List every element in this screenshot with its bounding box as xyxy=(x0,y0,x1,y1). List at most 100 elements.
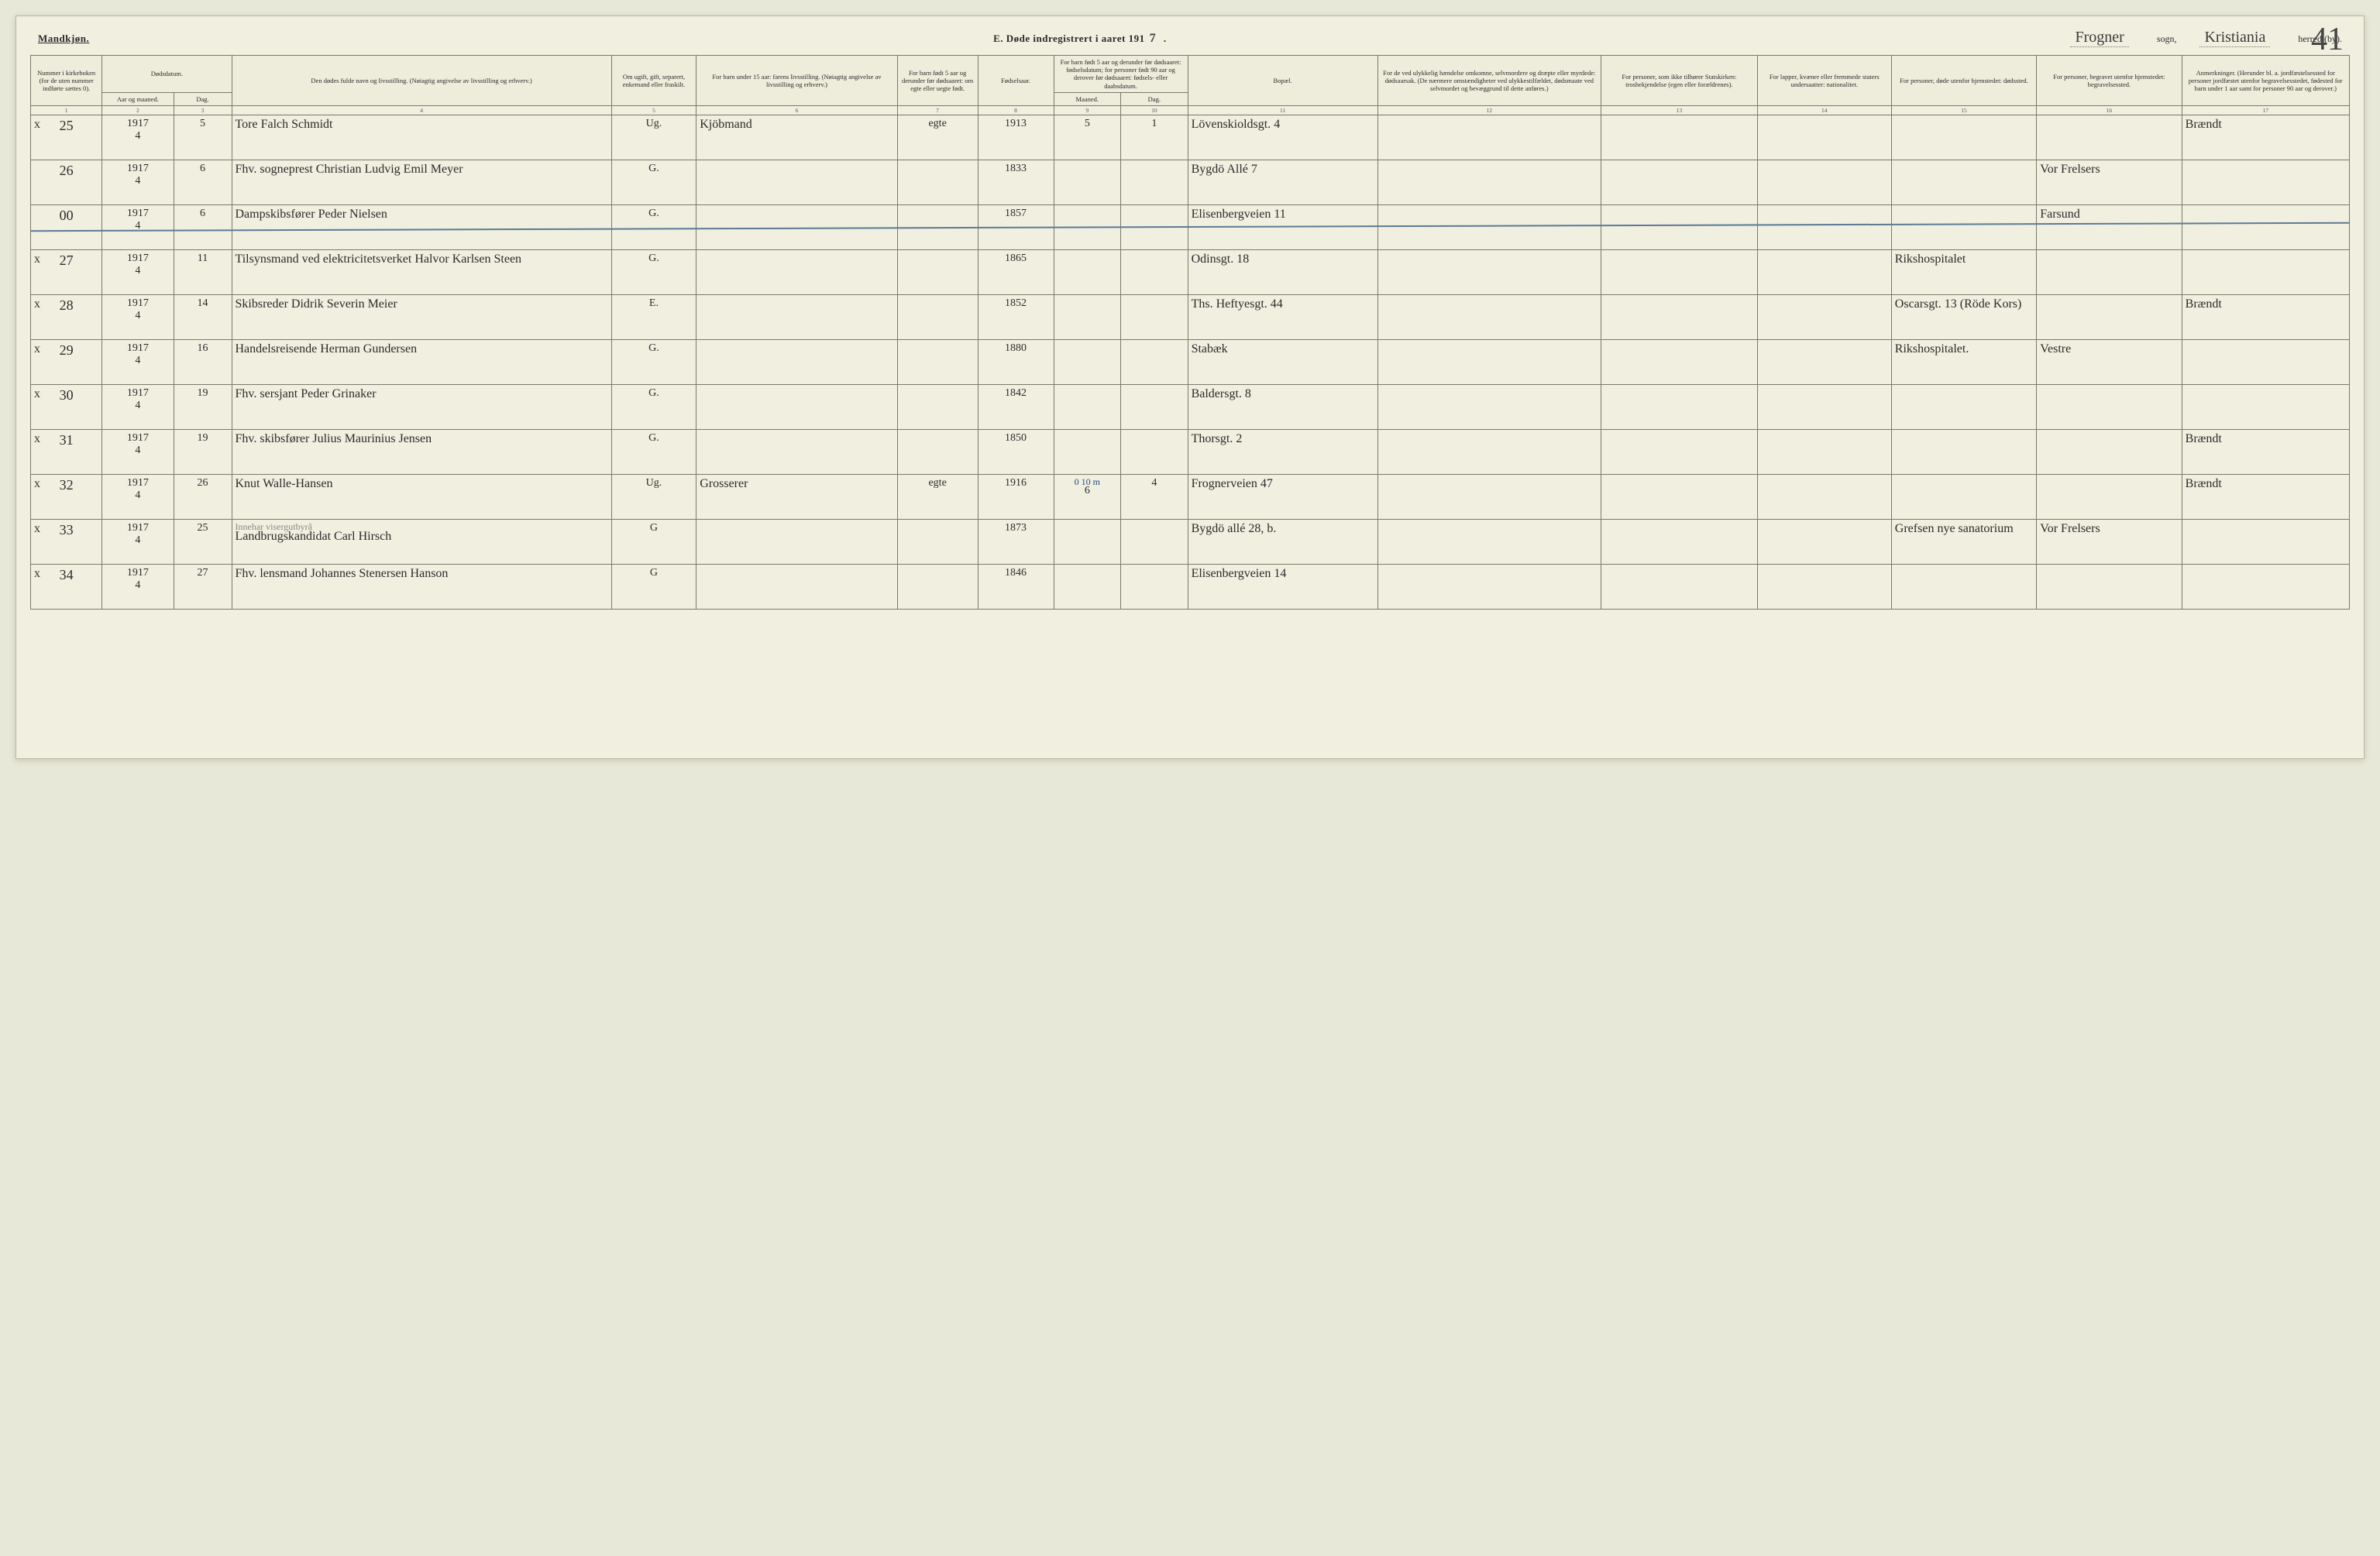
death-day: 27 xyxy=(174,564,232,609)
death-year-month: 1917 4 xyxy=(102,339,174,384)
birth-day: 1 xyxy=(1121,115,1188,160)
death-place xyxy=(1891,160,2036,204)
faith xyxy=(1601,160,1757,204)
col-7-header: For barn født 5 aar og derunder før døds… xyxy=(897,56,978,106)
colnum: 13 xyxy=(1601,105,1757,115)
faith xyxy=(1601,564,1757,609)
cause-of-death xyxy=(1377,384,1601,429)
burial-place xyxy=(2037,564,2182,609)
birth-year: 1833 xyxy=(978,160,1054,204)
death-place xyxy=(1891,204,2036,249)
colnum: 8 xyxy=(978,105,1054,115)
father-occupation xyxy=(696,384,898,429)
death-day: 6 xyxy=(174,204,232,249)
table-row: 31x1917 419Fhv. skibsfører Julius Maurin… xyxy=(31,429,2350,474)
birth-month xyxy=(1054,384,1121,429)
cause-of-death xyxy=(1377,474,1601,519)
birth-day xyxy=(1121,384,1188,429)
parish-label: sogn, xyxy=(2157,33,2177,45)
col-1-header: Nummer i kirke­boken (for de uten nummer… xyxy=(31,56,102,106)
father-occupation xyxy=(696,249,898,294)
faith xyxy=(1601,294,1757,339)
colnum: 15 xyxy=(1891,105,2036,115)
legitimacy xyxy=(897,519,978,564)
birth-day xyxy=(1121,429,1188,474)
father-occupation: Kjöbmand xyxy=(696,115,898,160)
birth-year: 1916 xyxy=(978,474,1054,519)
nationality xyxy=(1757,339,1891,384)
death-year-month: 1917 4 xyxy=(102,204,174,249)
nationality xyxy=(1757,474,1891,519)
remarks: Brændt xyxy=(2182,294,2349,339)
father-occupation xyxy=(696,294,898,339)
entry-number: 26 xyxy=(31,160,102,204)
colnum: 16 xyxy=(2037,105,2182,115)
residence: Stabæk xyxy=(1188,339,1377,384)
marital-status: E. xyxy=(611,294,696,339)
residence: Bygdö allé 28, b. xyxy=(1188,519,1377,564)
residence: Frognerveien 47 xyxy=(1188,474,1377,519)
death-day: 19 xyxy=(174,429,232,474)
table-row: 30x1917 419Fhv. sersjant Peder GrinakerG… xyxy=(31,384,2350,429)
death-place xyxy=(1891,384,2036,429)
x-mark-icon: x xyxy=(34,477,40,491)
remarks: Brændt xyxy=(2182,474,2349,519)
father-occupation xyxy=(696,160,898,204)
x-mark-icon: x xyxy=(34,118,40,132)
father-occupation xyxy=(696,339,898,384)
birth-month: 5 xyxy=(1054,115,1121,160)
x-mark-icon: x xyxy=(34,522,40,536)
col-5-header: Om ugift, gift, separert, enke­mand elle… xyxy=(611,56,696,106)
table-row: 34x1917 427Fhv. lensmand Johannes Stener… xyxy=(31,564,2350,609)
table-row: 32x1917 426Knut Walle-HansenUg.Grosserer… xyxy=(31,474,2350,519)
table-row: 33x1917 425Innehar visergutbyråLandbrugs… xyxy=(31,519,2350,564)
burial-place: Vor Frelsers xyxy=(2037,519,2182,564)
marital-status: G. xyxy=(611,339,696,384)
deceased-name: Fhv. sogneprest Christian Ludvig Emil Me… xyxy=(232,160,611,204)
birth-year: 1850 xyxy=(978,429,1054,474)
birth-day xyxy=(1121,519,1188,564)
col-11-header: Bopæl. xyxy=(1188,56,1377,106)
col-9-sub-header: Maaned. xyxy=(1054,92,1121,105)
colnum: 14 xyxy=(1757,105,1891,115)
cause-of-death xyxy=(1377,204,1601,249)
birth-month xyxy=(1054,294,1121,339)
age-annotation: 0 10 m xyxy=(1058,477,1118,488)
colnum: 1 xyxy=(31,105,102,115)
col-12-header: For de ved ulykkelig hændelse omkomne, s… xyxy=(1377,56,1601,106)
remarks: Brændt xyxy=(2182,115,2349,160)
birth-year: 1913 xyxy=(978,115,1054,160)
nationality xyxy=(1757,115,1891,160)
residence: Elisenberg­veien 11 xyxy=(1188,204,1377,249)
x-mark-icon: x xyxy=(34,297,40,311)
col-2-sub-header: Aar og maaned. xyxy=(102,92,174,105)
entry-number: 31x xyxy=(31,429,102,474)
nationality xyxy=(1757,429,1891,474)
marital-status: G. xyxy=(611,429,696,474)
colnum: 4 xyxy=(232,105,611,115)
birth-month xyxy=(1054,429,1121,474)
colnum: 2 xyxy=(102,105,174,115)
col-13-header: For personer, som ikke tilhører Statskir… xyxy=(1601,56,1757,106)
death-place xyxy=(1891,474,2036,519)
cause-of-death xyxy=(1377,339,1601,384)
entry-number: 00 xyxy=(31,204,102,249)
colnum: 7 xyxy=(897,105,978,115)
birth-year: 1846 xyxy=(978,564,1054,609)
col-8-header: Fødsels­aar. xyxy=(978,56,1054,106)
cause-of-death xyxy=(1377,429,1601,474)
table-row: 29x1917 416Handelsreisende Herman Gunder… xyxy=(31,339,2350,384)
birth-year: 1857 xyxy=(978,204,1054,249)
birth-day xyxy=(1121,249,1188,294)
cause-of-death xyxy=(1377,294,1601,339)
cause-of-death xyxy=(1377,564,1601,609)
legitimacy xyxy=(897,204,978,249)
birth-day xyxy=(1121,294,1188,339)
birth-year: 1865 xyxy=(978,249,1054,294)
faith xyxy=(1601,474,1757,519)
deceased-name: Knut Walle-Hansen xyxy=(232,474,611,519)
title-center: E. Døde indregistrert i aaret 1917 . xyxy=(112,32,2047,46)
faith xyxy=(1601,204,1757,249)
entry-number: 33x xyxy=(31,519,102,564)
colnum: 3 xyxy=(174,105,232,115)
